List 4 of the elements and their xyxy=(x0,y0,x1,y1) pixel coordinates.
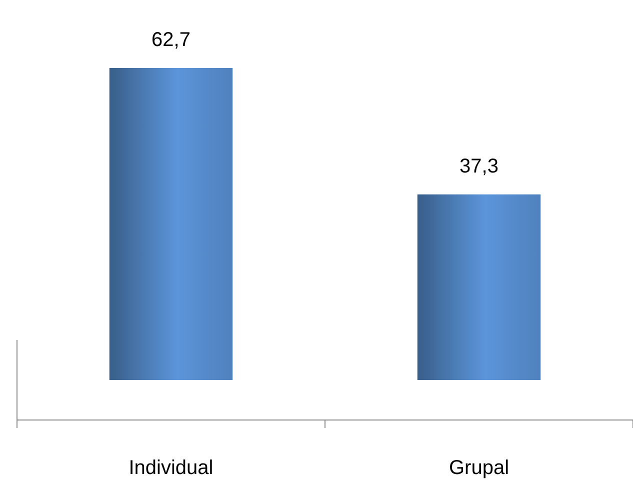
x-tick-label: Individual xyxy=(128,457,214,479)
x-tick-label: Grupal xyxy=(448,457,510,479)
data-label: 62,7 xyxy=(152,29,190,51)
data-label: 37,3 xyxy=(460,155,498,178)
